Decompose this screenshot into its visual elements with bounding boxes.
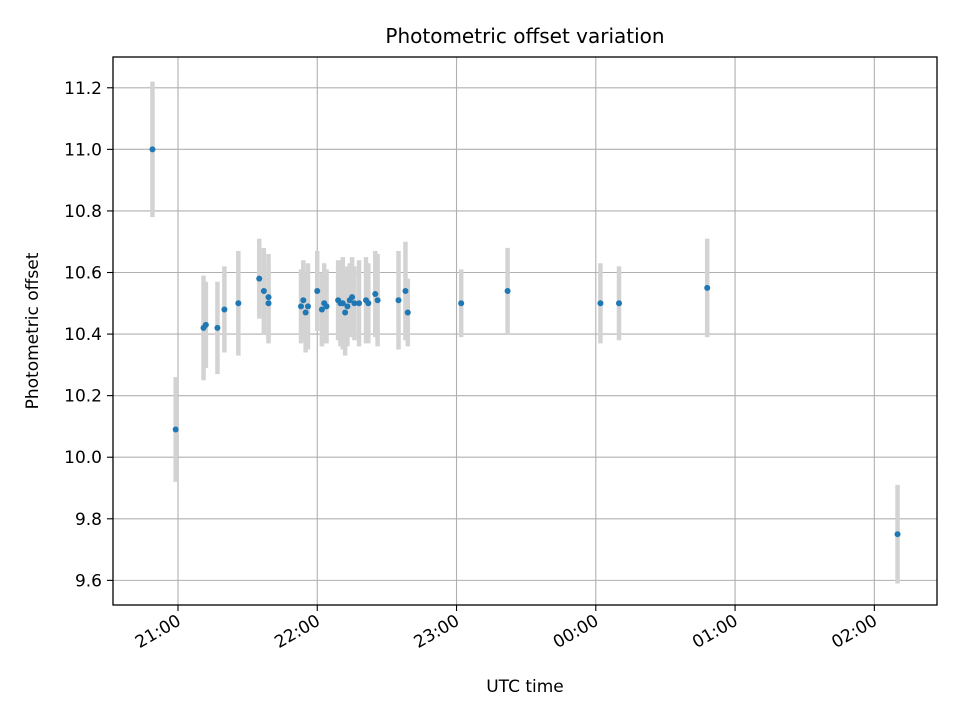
y-tick-label: 10.4 xyxy=(64,325,102,345)
grid xyxy=(113,57,937,605)
data-point xyxy=(235,300,242,307)
y-tick-label: 11.2 xyxy=(64,79,102,99)
data-point xyxy=(704,284,711,291)
data-point xyxy=(504,287,511,294)
data-point xyxy=(372,291,379,298)
data-point xyxy=(342,309,349,316)
y-tick-label: 11.0 xyxy=(64,140,102,160)
y-axis-ticks: 9.6 9.8 10.0 10.2 10.4 10.6 10.8 11.0 11.2 xyxy=(64,79,113,591)
x-axis-label: UTC time xyxy=(486,677,564,697)
y-tick-label: 10.8 xyxy=(64,202,102,222)
data-point xyxy=(344,303,351,310)
data-point xyxy=(323,303,330,310)
data-point xyxy=(458,300,465,307)
data-point xyxy=(597,300,604,307)
data-point xyxy=(300,297,307,304)
chart-title: Photometric offset variation xyxy=(385,24,664,48)
data-point xyxy=(149,146,156,153)
data-point xyxy=(318,306,325,313)
y-tick-label: 9.6 xyxy=(75,571,102,591)
y-tick-label: 10.2 xyxy=(64,387,102,407)
data-point xyxy=(351,300,358,307)
data-point xyxy=(214,324,221,331)
data-point xyxy=(260,287,267,294)
data-point xyxy=(365,300,372,307)
y-axis-label: Photometric offset xyxy=(23,252,43,409)
data-points xyxy=(149,146,901,538)
data-point xyxy=(221,306,228,313)
data-point xyxy=(395,297,402,304)
data-point xyxy=(304,303,311,310)
data-point xyxy=(314,287,321,294)
data-point xyxy=(616,300,623,307)
data-point xyxy=(202,321,209,328)
y-tick-label: 9.8 xyxy=(75,510,102,530)
data-point xyxy=(172,426,179,433)
data-point xyxy=(402,287,409,294)
data-point xyxy=(894,531,901,538)
data-point xyxy=(256,275,263,282)
y-tick-label: 10.0 xyxy=(64,448,102,468)
y-tick-label: 10.6 xyxy=(64,264,102,284)
data-point xyxy=(302,309,309,316)
data-point xyxy=(265,294,272,301)
data-point xyxy=(356,300,363,307)
data-point xyxy=(339,300,346,307)
data-point xyxy=(265,300,272,307)
data-point xyxy=(404,309,411,316)
plot-frame xyxy=(112,56,938,606)
data-point xyxy=(374,297,381,304)
data-point xyxy=(349,294,356,301)
data-point xyxy=(298,303,305,310)
